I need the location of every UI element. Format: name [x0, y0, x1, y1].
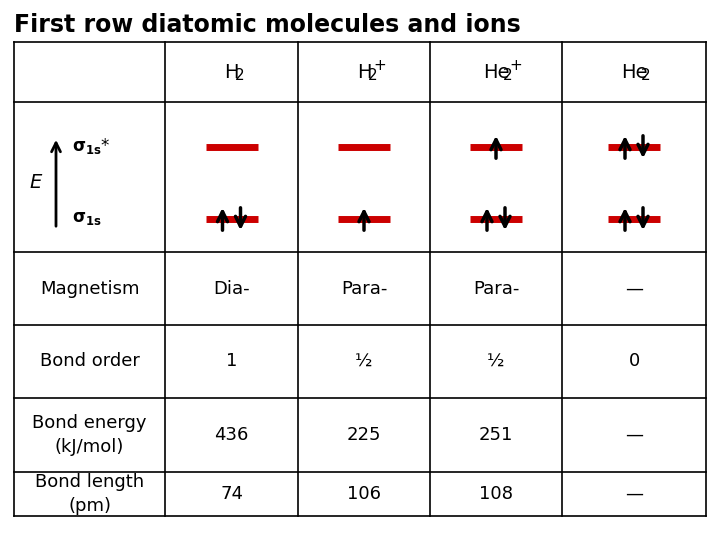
Text: Dia-: Dia- [213, 280, 250, 298]
Text: H: H [224, 63, 239, 82]
Text: 2: 2 [367, 69, 377, 84]
Text: He: He [482, 63, 509, 82]
Text: Para-: Para- [341, 280, 387, 298]
Text: Bond order: Bond order [40, 353, 140, 370]
Text: $\mathbf{\sigma_{1s}}$*: $\mathbf{\sigma_{1s}}$* [72, 136, 110, 156]
Text: —: — [625, 485, 643, 503]
Text: 1: 1 [226, 353, 237, 370]
Text: ½: ½ [487, 353, 505, 370]
Text: 251: 251 [479, 426, 513, 444]
Text: Magnetism: Magnetism [40, 280, 139, 298]
Text: H: H [356, 63, 372, 82]
Text: +: + [374, 58, 387, 73]
Text: E: E [30, 173, 42, 192]
Text: Bond length
(pm): Bond length (pm) [35, 473, 144, 515]
Text: 436: 436 [215, 426, 248, 444]
Text: Para-: Para- [473, 280, 519, 298]
Text: He: He [621, 63, 647, 82]
Text: 2: 2 [503, 69, 513, 84]
Text: +: + [509, 58, 522, 73]
Text: 225: 225 [347, 426, 382, 444]
Text: ½: ½ [355, 353, 373, 370]
Text: 2: 2 [235, 69, 245, 84]
Text: 2: 2 [641, 69, 651, 84]
Text: 0: 0 [629, 353, 639, 370]
Text: $\mathbf{\sigma_{1s}}$: $\mathbf{\sigma_{1s}}$ [72, 209, 102, 227]
Text: —: — [625, 426, 643, 444]
Text: 106: 106 [347, 485, 381, 503]
Text: 108: 108 [479, 485, 513, 503]
Text: —: — [625, 280, 643, 298]
Text: Bond energy
(kJ/mol): Bond energy (kJ/mol) [32, 414, 147, 456]
Text: 74: 74 [220, 485, 243, 503]
Text: First row diatomic molecules and ions: First row diatomic molecules and ions [14, 13, 521, 37]
